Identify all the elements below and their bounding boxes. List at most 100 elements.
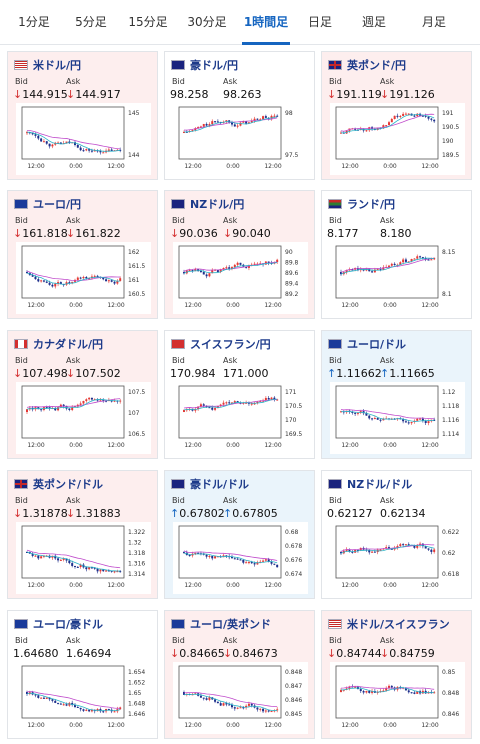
rate-card[interactable]: ユーロ/豪ドル Bid Ask 1.64680 1.64694 1.654 1.652 1.6… [7,610,158,739]
rate-card[interactable]: ランド/円 Bid Ask 8.177 8.180 8.15 8.1 12:00 0:00 12:… [321,190,472,319]
candle [71,563,74,566]
y-tick-label: 1.322 [128,529,145,536]
mini-candle-chart[interactable]: 1.322 1.32 1.318 1.316 1.314 12:00 0:00 12:00 [16,522,151,594]
tab-6[interactable]: 週足 [361,15,386,29]
tab-0[interactable]: 1分足 [18,15,50,29]
candle [273,563,276,565]
us-flag-icon [14,60,28,70]
y-tick-label: 145 [128,110,140,117]
candle [382,125,385,129]
candle [216,269,219,272]
pair-name: ランド/円 [347,198,396,211]
candle [85,399,88,401]
mini-candle-chart[interactable]: 0.85 0.848 0.846 12:00 0:00 12:00 [330,662,465,734]
rate-card[interactable]: 英ポンド/円 Bid Ask ↓191.119 ↓191.126 191 190.5 190 1… [321,51,472,180]
ask-value: ↓107.502 [66,367,121,380]
candle [26,272,28,273]
moving-average-short-line [26,692,121,712]
mini-candle-chart[interactable]: 191 190.5 190 189.5 12:00 0:00 12:00 [330,103,465,175]
candle [211,407,214,410]
mini-candle-chart[interactable]: 0.68 0.678 0.676 0.674 12:00 0:00 12:00 [173,522,308,594]
candle [373,551,376,553]
ask-value: 1.64694 [66,647,112,660]
x-tick-label: 12:00 [27,302,44,309]
y-tick-label: 90 [285,249,293,256]
y-tick-label: 1.652 [128,680,145,687]
candle [205,698,208,700]
candle [242,121,245,123]
mini-candle-chart[interactable]: 171 170.5 170 169.5 12:00 0:00 12:00 [173,382,308,454]
ca-flag-icon [14,339,28,349]
tab-5[interactable]: 日足 [307,15,332,29]
candle [368,268,371,272]
rate-card[interactable]: カナダドル/円 Bid Ask ↓107.498 ↓107.502 107.5 107 106… [7,330,158,459]
candle [379,419,382,421]
rate-card[interactable]: NZドル/ドル Bid Ask 0.62127 0.62134 0.622 0.62 0.61… [321,470,472,599]
candle [239,707,242,709]
mini-candle-chart[interactable]: 107.5 107 106.5 12:00 0:00 12:00 [16,382,151,454]
mini-candle-chart[interactable]: 162 161.5 161 160.5 12:00 0:00 12:00 [16,242,151,314]
candle [208,124,211,126]
candle [76,566,79,568]
x-tick-label: 12:00 [264,302,281,309]
mini-candle-chart[interactable]: 1.12 1.118 1.116 1.114 12:00 0:00 12:00 [330,382,465,454]
tab-1[interactable]: 5分足 [75,15,107,29]
rate-card[interactable]: 英ポンド/ドル Bid Ask ↓1.31878 ↓1.31883 1.322 1.32 1.… [7,470,158,599]
candle [233,558,236,560]
pair-title: 英ポンド/円 [328,57,406,73]
rate-card[interactable]: 米ドル/スイスフラン Bid Ask ↓0.84744 ↓0.84759 0.85 0.84… [321,610,472,739]
candle [410,692,413,694]
uk-flag-icon [328,60,342,70]
candle [183,692,185,695]
candle [233,124,236,127]
candle [245,121,248,124]
rate-card[interactable]: ユーロ/ドル Bid Ask ↑1.11662 ↑1.11665 1.12 1.118 1.1… [321,330,472,459]
candle [356,549,359,551]
candle [407,690,410,693]
candle [113,400,116,402]
candle [54,700,57,703]
rate-card[interactable]: 豪ドル/ドル Bid Ask ↑0.67802 ↑0.67805 0.68 0.678 0.6… [164,470,315,599]
mini-candle-chart[interactable]: 90 89.8 89.6 89.4 89.2 12:00 0:00 12:00 [173,242,308,314]
rate-card[interactable]: 米ドル/円 Bid Ask ↓144.915 ↓144.917 145 144 12:00 0:… [7,51,158,180]
candle [421,543,424,547]
mini-candle-chart[interactable]: 1.654 1.652 1.65 1.648 1.646 12:00 0:00 12:00 [16,662,151,734]
pair-title: カナダドル/円 [14,336,103,352]
candle [51,144,54,147]
moving-average-short-line [340,410,435,422]
candle [256,118,259,120]
mini-candle-chart[interactable]: 8.15 8.1 12:00 0:00 12:00 [330,242,465,314]
candle [208,273,211,277]
x-tick-label: 12:00 [421,302,438,309]
candle [424,546,427,549]
tab-2[interactable]: 15分足 [128,15,168,29]
y-tick-label: 1.32 [128,540,142,547]
rate-card[interactable]: NZドル/円 Bid Ask ↓90.036 ↓90.040 90 89.8 89.6 89.4… [164,190,315,319]
candle [404,544,407,546]
mini-candle-chart[interactable]: 145 144 12:00 0:00 12:00 [16,103,151,175]
mini-candle-chart[interactable]: 0.848 0.847 0.846 0.845 12:00 0:00 12:00 [173,662,308,734]
mini-candle-chart[interactable]: 98 97.5 12:00 0:00 12:00 [173,103,308,175]
rate-card[interactable]: 豪ドル/円 Bid Ask 98.258 98.263 98 97.5 12:00 0:00 12… [164,51,315,180]
rate-card[interactable]: スイスフラン/円 Bid Ask 170.984 171.000 171 170.5 170 1… [164,330,315,459]
candle [242,402,245,404]
rate-card[interactable]: ユーロ/英ポンド Bid Ask ↓0.84665 ↓0.84673 0.848 0.847… [164,610,315,739]
bid-label: Bid [15,77,28,86]
bid-value: 98.258 [170,88,209,101]
candle [259,708,262,710]
candle [90,709,93,712]
candle [105,279,108,282]
y-tick-label: 169.5 [285,431,302,438]
candle [194,552,197,554]
tab-3[interactable]: 30分足 [187,15,227,29]
rate-card[interactable]: ユーロ/円 Bid Ask ↓161.818 ↓161.822 162 161.5 161 16… [7,190,158,319]
bid-value: ↓191.119 [327,88,382,101]
tab-7[interactable]: 月足 [421,15,446,29]
candle [96,275,99,277]
moving-average-short-line [183,398,278,411]
candle [37,279,40,282]
tab-4[interactable]: 1時間足 [236,0,296,45]
mini-candle-chart[interactable]: 0.622 0.62 0.618 12:00 0:00 12:00 [330,522,465,594]
candle [225,555,228,557]
candle-chart-svg: 8.15 8.1 12:00 0:00 12:00 [335,245,456,309]
